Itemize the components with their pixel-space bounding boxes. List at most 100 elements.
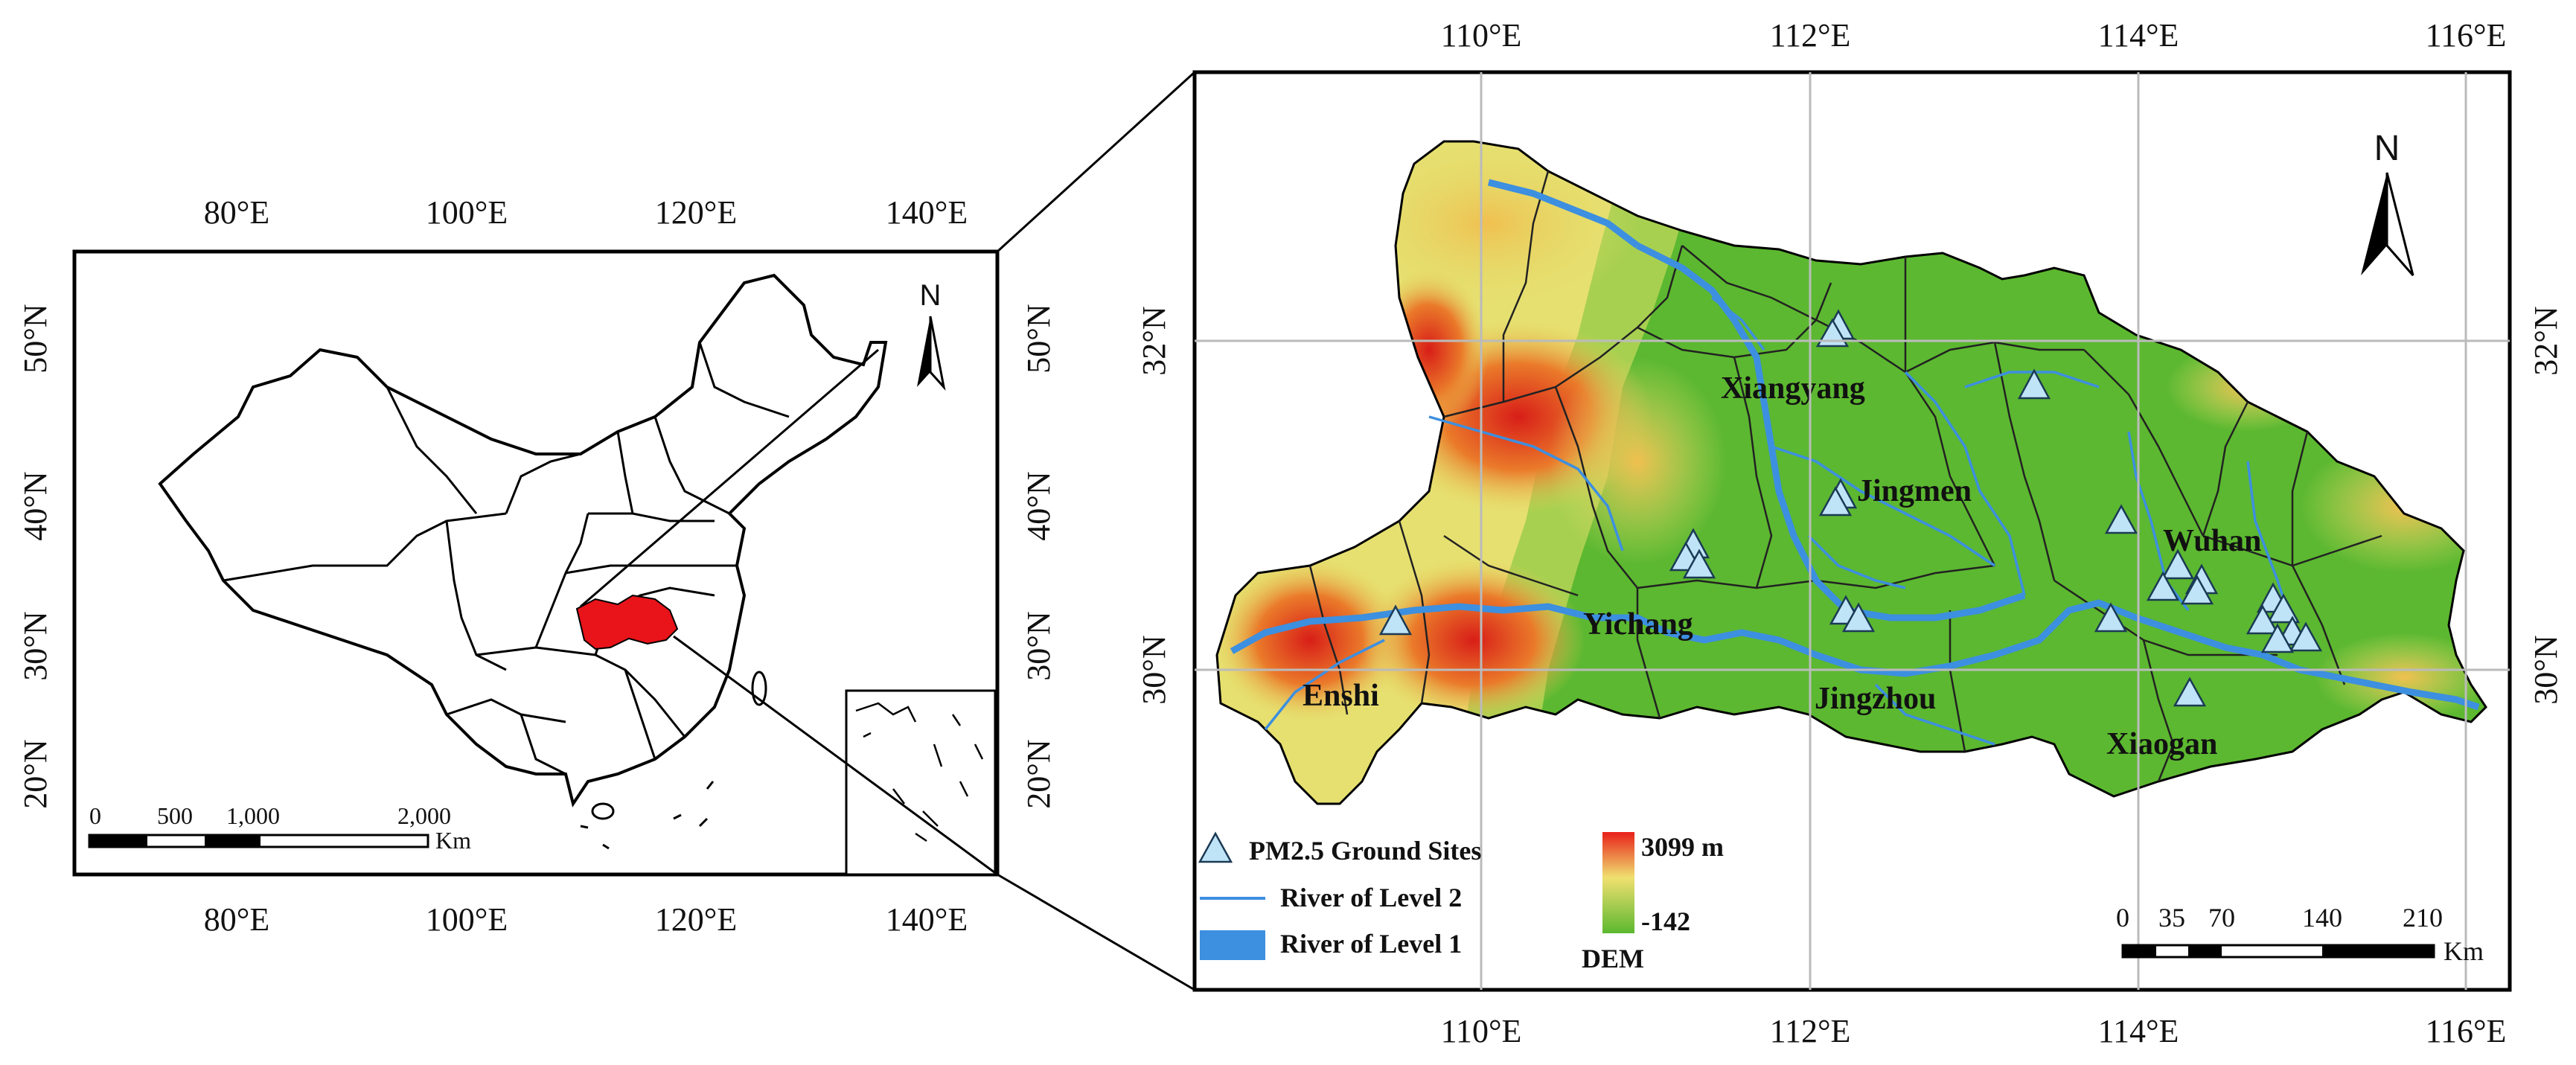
hubei-top-tick-110: 110°E	[1441, 17, 1522, 54]
china-right-ticks: 50°N 40°N 30°N 20°N	[1020, 304, 1057, 808]
dem-color-ramp	[1602, 832, 1634, 933]
site-marker	[2173, 677, 2207, 707]
china-outline	[158, 273, 888, 807]
china-scale-bar: 0 500 1,000 2,000 Km	[88, 802, 471, 854]
china-left-tick-50: 50°N	[17, 304, 54, 373]
hubei-top-ticks: 110°E 112°E 114°E 116°E	[1441, 17, 2507, 54]
hubei-scale-70: 70	[2208, 903, 2235, 933]
site-marker	[2289, 621, 2323, 652]
hubei-bottom-tick-116: 116°E	[2426, 1013, 2507, 1049]
china-top-ticks: 80°E 100°E 120°E 140°E	[204, 194, 968, 231]
china-top-tick-120: 120°E	[655, 194, 737, 231]
hubei-scale-35: 35	[2158, 903, 2185, 933]
city-label-xiaogan: Xiaogan	[2106, 727, 2217, 761]
china-top-tick-100: 100°E	[426, 194, 508, 231]
site-marker	[1815, 318, 1850, 348]
china-scale-0: 0	[89, 802, 101, 829]
site-marker	[1841, 602, 1876, 633]
hubei-legend: PM2.5 Ground Sites River of Level 2 Rive…	[1198, 831, 1724, 973]
site-marker	[2266, 593, 2301, 624]
china-left-tick-40: 40°N	[17, 471, 54, 540]
hubei-bottom-tick-110: 110°E	[1441, 1013, 1522, 1049]
hainan-island	[591, 802, 615, 820]
site-marker	[2260, 623, 2295, 653]
zoom-connector-lines	[580, 71, 1196, 991]
china-left-ticks: 50°N 40°N 30°N 20°N	[17, 304, 54, 808]
site-marker	[1682, 549, 1716, 579]
pm25-ground-sites	[1378, 309, 2323, 707]
hubei-north-label: N	[2374, 129, 2400, 168]
hubei-north-arrow: N	[2361, 129, 2414, 276]
south-china-sea-inset	[845, 689, 997, 876]
hubei-right-tick-30: 30°N	[2528, 635, 2564, 704]
hubei-bottom-ticks: 110°E 112°E 114°E 116°E	[1441, 1013, 2507, 1049]
china-right-tick-30: 30°N	[1020, 611, 1057, 680]
city-label-yichang: Yichang	[1583, 607, 1693, 642]
south-sea-islands	[580, 781, 715, 850]
hubei-scale-0: 0	[2116, 903, 2129, 933]
dem-max-label: 3099 m	[1641, 832, 1724, 862]
hubei-right-tick-32: 32°N	[2528, 306, 2564, 375]
china-scale-1000: 1,000	[226, 802, 280, 829]
legend-river2-label: River of Level 2	[1280, 883, 1462, 912]
legend-site-symbol	[1198, 831, 1233, 863]
hubei-scale-210: 210	[2403, 903, 2443, 933]
hubei-left-tick-30: 30°N	[1136, 635, 1172, 704]
hubei-top-tick-116: 116°E	[2426, 17, 2507, 54]
site-marker	[2180, 575, 2214, 605]
china-overview-map: N 0 500 1,000 2,000 Km 80°E 100°E 120°E …	[17, 194, 1057, 938]
hubei-scale-bar: 0 35 70 140 210 Km	[2116, 903, 2484, 966]
hubei-graticule	[1195, 72, 2510, 990]
hubei-outline	[1215, 140, 2487, 805]
county-boundaries	[1308, 170, 2382, 782]
china-bottom-tick-140: 140°E	[886, 901, 968, 938]
hubei-left-ticks: 32°N 30°N	[1136, 306, 1172, 704]
china-right-tick-40: 40°N	[1020, 471, 1057, 540]
site-marker	[2017, 368, 2051, 400]
site-marker	[2246, 604, 2280, 635]
china-scale-2000: 2,000	[397, 802, 451, 829]
china-bottom-ticks: 80°E 100°E 120°E 140°E	[204, 901, 968, 938]
hubei-top-tick-112: 112°E	[1770, 17, 1851, 54]
china-scale-500: 500	[157, 802, 193, 829]
hubei-right-ticks: 32°N 30°N	[2528, 306, 2564, 704]
china-top-tick-140: 140°E	[886, 194, 968, 231]
china-north-label: N	[920, 279, 942, 312]
legend-river1-symbol	[1200, 930, 1265, 960]
inset-coastline	[855, 702, 984, 842]
site-marker	[1818, 486, 1853, 516]
city-label-jingmen: Jingmen	[1857, 474, 1972, 508]
hubei-top-tick-114: 114°E	[2098, 17, 2179, 54]
site-marker	[2161, 549, 2195, 580]
site-marker	[2104, 504, 2138, 534]
hubei-bottom-tick-114: 114°E	[2098, 1013, 2179, 1049]
city-label-enshi: Enshi	[1303, 679, 1379, 713]
city-label-jingzhou: Jingzhou	[1815, 682, 1936, 716]
site-marker	[1378, 604, 1413, 636]
china-bottom-tick-120: 120°E	[655, 901, 737, 938]
legend-sites-label: PM2.5 Ground Sites	[1249, 836, 1481, 866]
hubei-left-tick-32: 32°N	[1136, 306, 1172, 375]
dem-min-label: -142	[1641, 906, 1690, 936]
china-bottom-tick-80: 80°E	[204, 901, 269, 938]
rivers-level-1	[1230, 179, 2480, 711]
hubei-bottom-tick-112: 112°E	[1770, 1013, 1851, 1049]
site-marker	[2094, 602, 2128, 633]
hubei-scale-unit: Km	[2444, 936, 2484, 966]
hubei-detail-map: Xiangyang Jingmen Wuhan Yichang Enshi Ji…	[1136, 17, 2564, 1049]
city-label-xiangyang: Xiangyang	[1721, 371, 1865, 406]
china-north-arrow: N	[917, 279, 946, 391]
city-label-wuhan: Wuhan	[2163, 524, 2261, 558]
china-left-tick-30: 30°N	[17, 611, 54, 680]
china-left-tick-20: 20°N	[17, 739, 54, 808]
china-top-tick-80: 80°E	[204, 194, 269, 231]
rivers-level-2	[1264, 296, 2294, 746]
hubei-scale-140: 140	[2302, 903, 2342, 933]
china-bottom-tick-100: 100°E	[426, 901, 508, 938]
china-right-tick-20: 20°N	[1020, 739, 1057, 808]
china-right-tick-50: 50°N	[1020, 304, 1057, 373]
hubei-highlight	[575, 594, 679, 650]
site-marker	[2146, 571, 2180, 601]
china-scale-unit: Km	[435, 827, 471, 854]
dem-title: DEM	[1582, 944, 1644, 973]
